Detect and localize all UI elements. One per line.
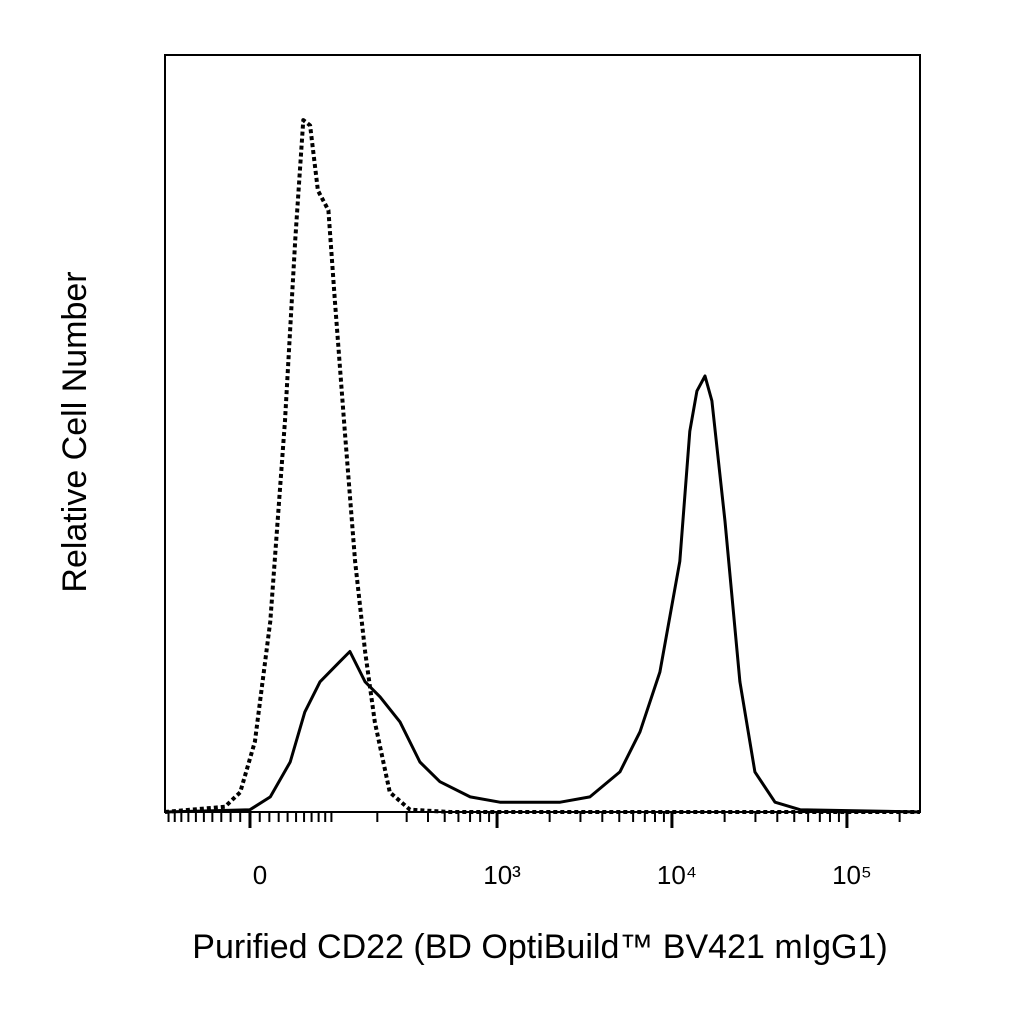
plot-frame [164, 54, 921, 813]
x-tick-label: 10⁵ [832, 860, 872, 890]
histogram-line [164, 118, 920, 814]
x-axis-label: Purified CD22 (BD OptiBuild™ BV421 mIgG1… [192, 928, 887, 966]
x-tick-label: 10³ [483, 860, 521, 890]
x-tick-label: 0 [253, 860, 267, 890]
x-tick-label: 10⁴ [657, 860, 697, 890]
histogram-line [164, 374, 921, 814]
y-axis-label: Relative Cell Number [56, 271, 94, 592]
